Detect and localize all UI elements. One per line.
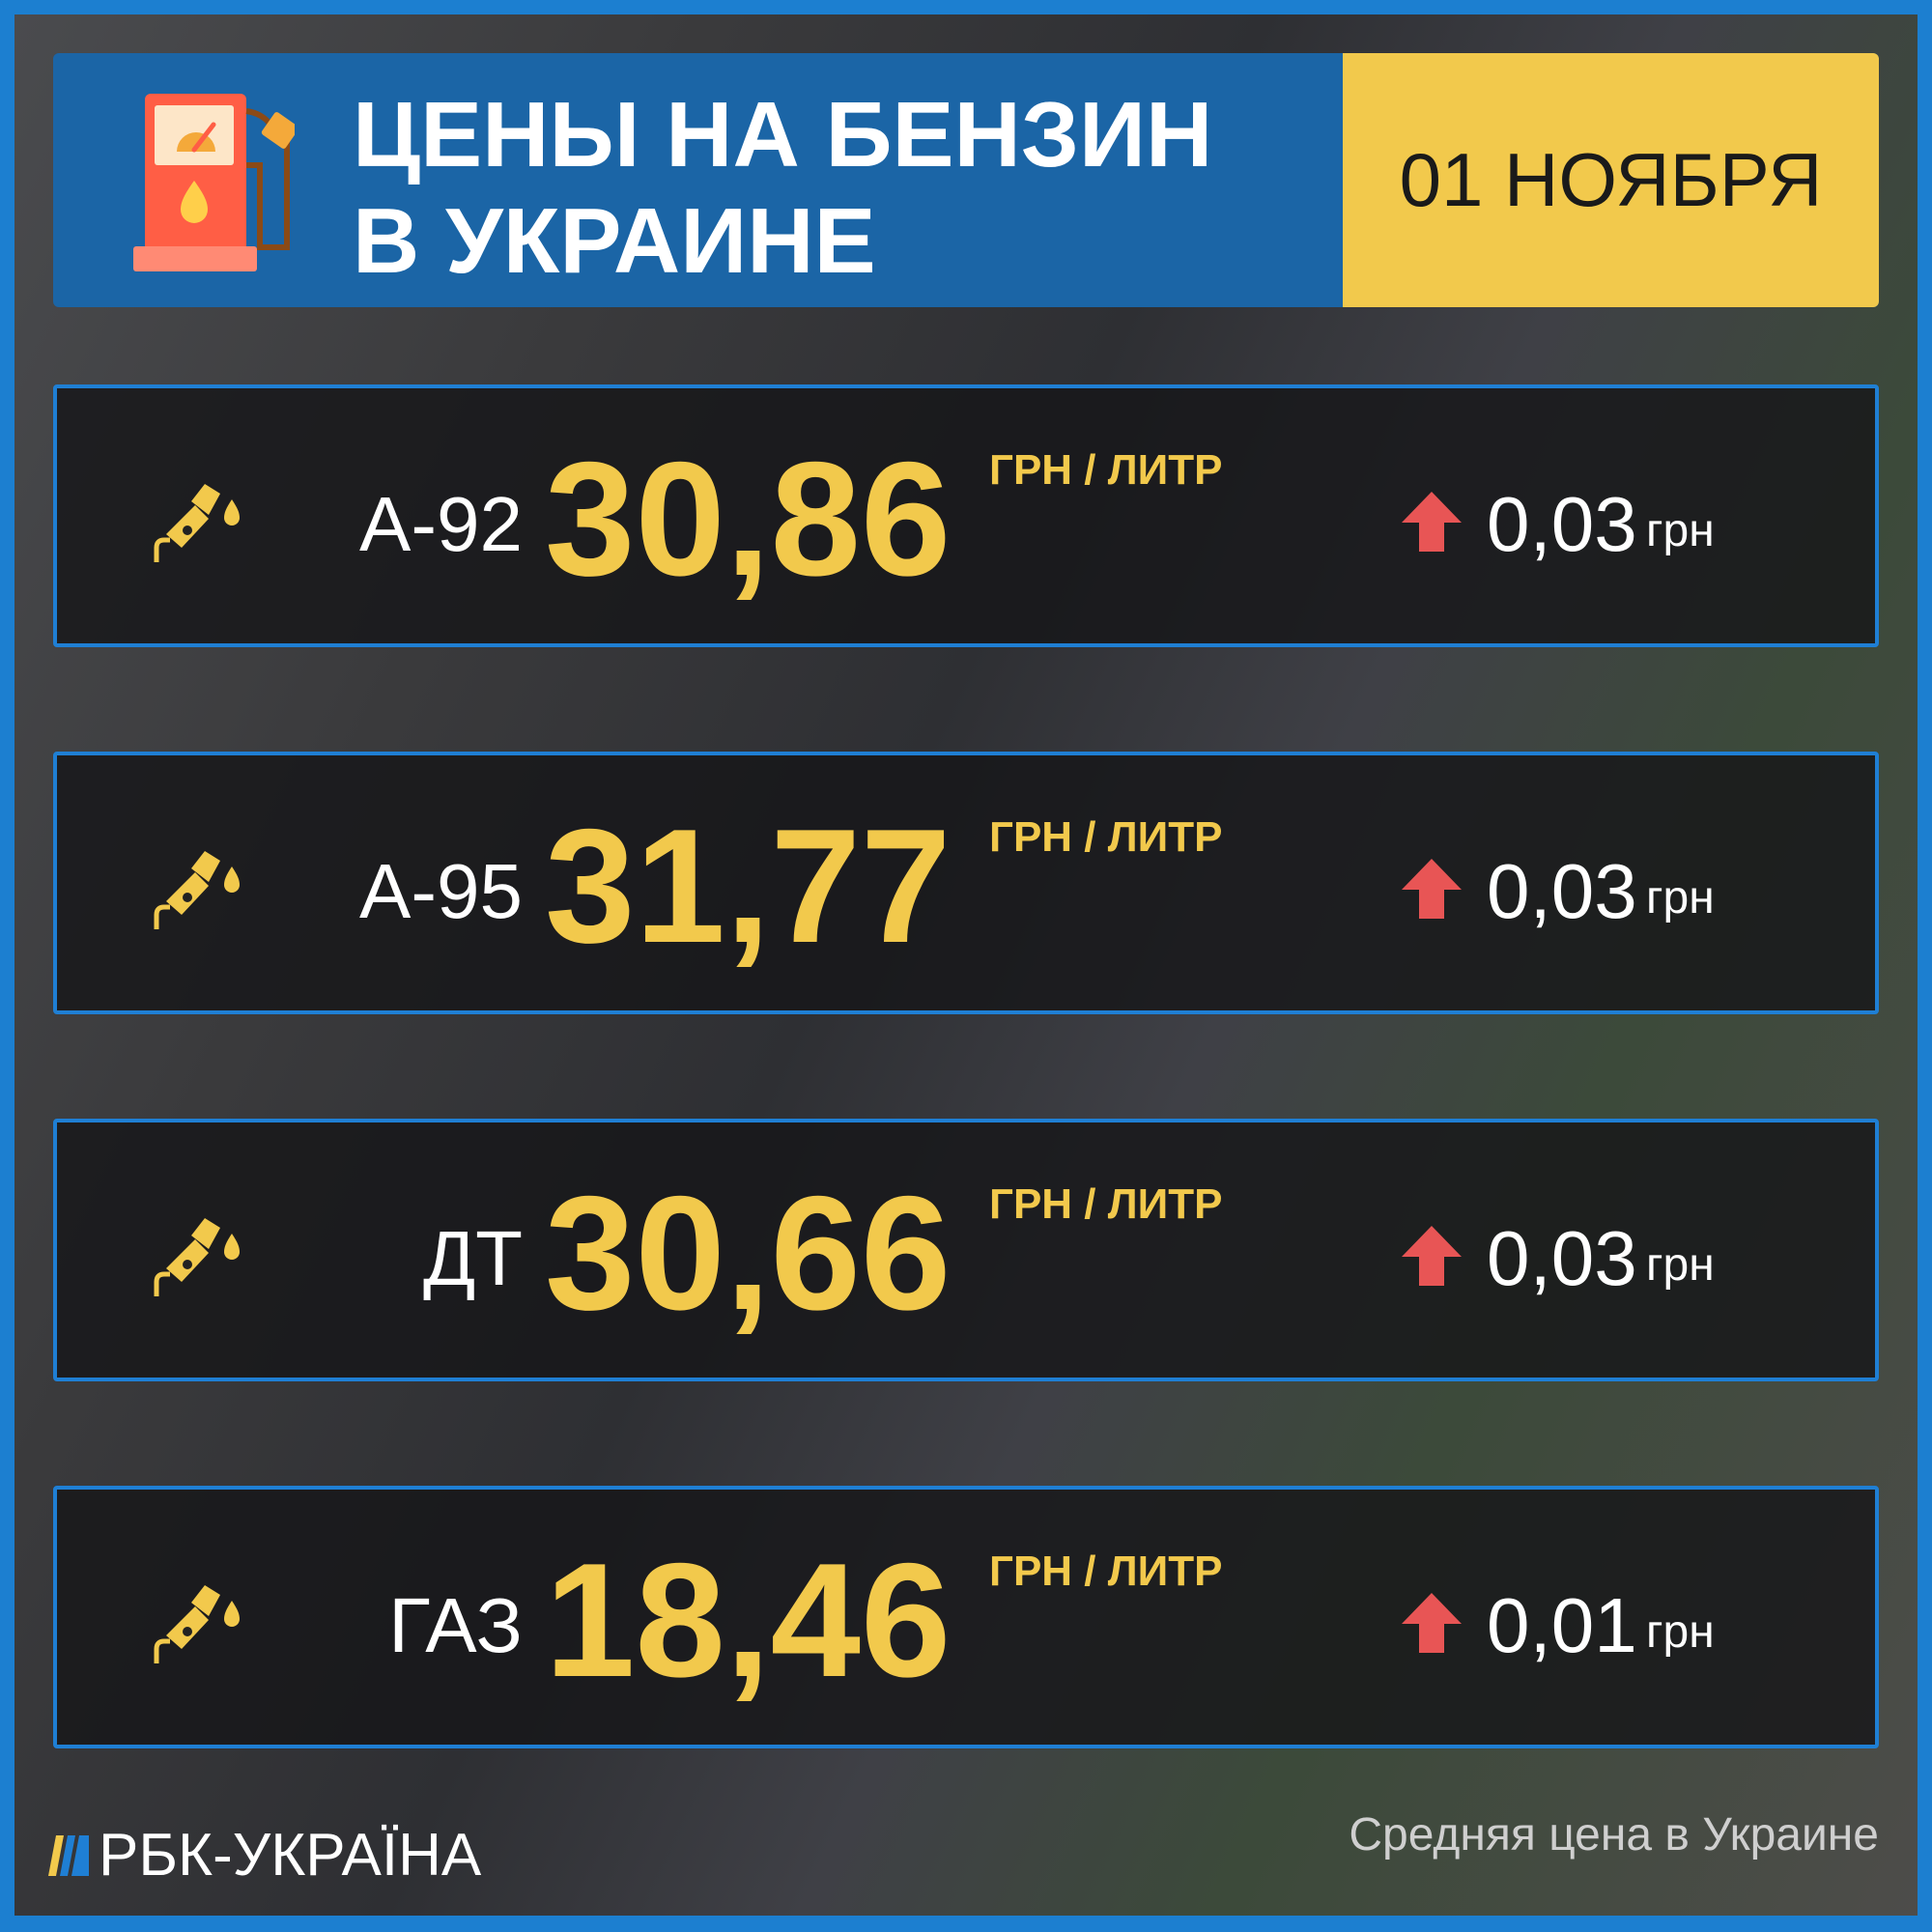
fuel-type-label: ДТ: [422, 1215, 523, 1301]
arrow-up-icon: [1402, 492, 1462, 552]
price-value: 18,46: [545, 1529, 952, 1711]
page-title: ЦЕНЫ НА БЕНЗИН В УКРАИНЕ: [353, 82, 1212, 295]
fuel-type-label: ГАЗ: [388, 1582, 523, 1668]
date-text: 01 НОЯБРЯ: [1399, 137, 1823, 222]
fuel-type-label: А-95: [359, 848, 523, 934]
logo-stripes-icon: [48, 1834, 89, 1876]
arrow-up-icon: [1402, 859, 1462, 919]
logo-text: РБК-УКРАЇНА: [99, 1822, 482, 1889]
fuel-nozzle-icon: [154, 851, 240, 929]
fuel-type-label: А-92: [359, 481, 523, 567]
header-banner: ЦЕНЫ НА БЕНЗИН В УКРАИНЕ 01 НОЯБРЯ: [53, 53, 1879, 307]
price-value: 30,66: [545, 1162, 952, 1344]
price-value: 30,86: [545, 428, 952, 610]
price-change: 0,03: [1487, 481, 1637, 567]
price-change-unit: грн: [1646, 1239, 1715, 1291]
fuel-nozzle-icon: [154, 1218, 240, 1296]
price-change-unit: грн: [1646, 505, 1715, 556]
price-change: 0,03: [1487, 848, 1637, 934]
title-line-2: В УКРАИНЕ: [353, 189, 876, 293]
price-change-unit: грн: [1646, 1606, 1715, 1658]
fuel-price-row: ДТ 30,66 ГРН / ЛИТР 0,03 грн: [53, 1119, 1879, 1381]
fuel-price-row: А-95 31,77 ГРН / ЛИТР 0,03 грн: [53, 752, 1879, 1014]
price-unit: ГРН / ЛИТР: [989, 1548, 1223, 1595]
rbc-ukraine-logo: РБК-УКРАЇНА: [48, 1821, 481, 1889]
arrow-up-icon: [1402, 1226, 1462, 1286]
price-change-unit: грн: [1646, 872, 1715, 923]
footnote: Средняя цена в Украине: [1349, 1809, 1879, 1861]
fuel-nozzle-icon: [154, 1585, 240, 1663]
price-unit: ГРН / ЛИТР: [989, 1180, 1223, 1228]
fuel-pump-icon: [133, 94, 295, 271]
fuel-nozzle-icon: [154, 484, 240, 562]
price-change: 0,03: [1487, 1215, 1637, 1301]
price-unit: ГРН / ЛИТР: [989, 446, 1223, 494]
title-line-1: ЦЕНЫ НА БЕНЗИН: [353, 83, 1213, 186]
price-unit: ГРН / ЛИТР: [989, 813, 1223, 861]
fuel-price-row: ГАЗ 18,46 ГРН / ЛИТР 0,01 грн: [53, 1486, 1879, 1748]
fuel-price-row: А-92 30,86 ГРН / ЛИТР 0,03 грн: [53, 384, 1879, 647]
date-badge: 01 НОЯБРЯ: [1343, 53, 1879, 307]
price-change: 0,01: [1487, 1582, 1637, 1668]
price-value: 31,77: [545, 795, 952, 977]
arrow-up-icon: [1402, 1593, 1462, 1653]
